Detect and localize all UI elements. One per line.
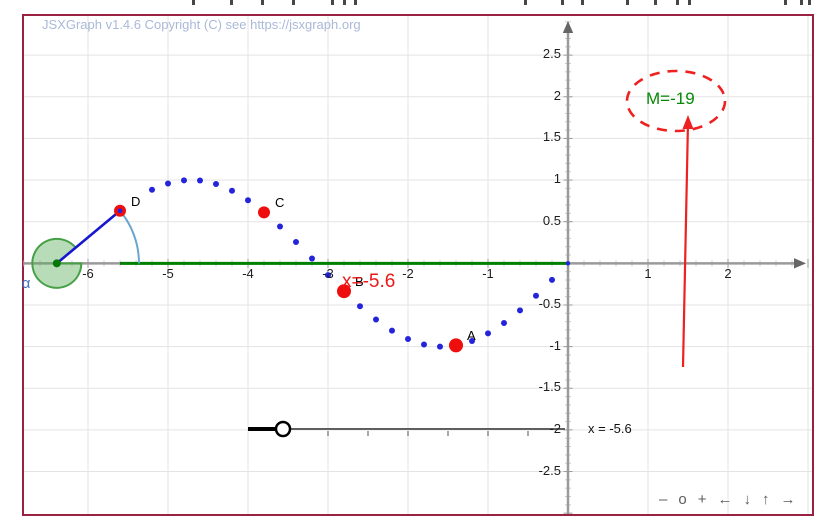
clipped-text-remnant bbox=[688, 0, 691, 5]
clipped-text-remnant bbox=[230, 0, 233, 5]
curve-dot bbox=[373, 316, 379, 323]
curve-dot bbox=[565, 261, 571, 266]
clipped-text-remnant bbox=[676, 0, 679, 5]
y-tick-label: -2 bbox=[549, 420, 561, 436]
y-tick-label: 1 bbox=[553, 171, 561, 187]
clipped-text-remnant bbox=[654, 0, 657, 5]
x-tick-label: 2 bbox=[724, 266, 732, 282]
blue-segment bbox=[55, 209, 121, 265]
zoom-in-button[interactable]: + bbox=[697, 491, 707, 508]
curve-dot bbox=[165, 180, 171, 187]
clipped-text-remnant bbox=[192, 0, 195, 5]
navigation-bar: – o + ← ↓ ↑ → bbox=[654, 491, 801, 508]
clipped-text-remnant bbox=[343, 0, 346, 5]
clipped-text-remnant bbox=[354, 0, 357, 5]
curve-dot bbox=[213, 181, 219, 188]
clipped-text-remnant bbox=[581, 0, 584, 5]
m-value-label: M=-19 bbox=[646, 89, 695, 108]
point-label-C: C bbox=[275, 195, 285, 211]
point-label-D: D bbox=[131, 193, 141, 209]
jsxgraph-copyright: JSXGraph v1.4.6 Copyright (C) see https:… bbox=[42, 17, 361, 32]
zoom-out-button[interactable]: – bbox=[659, 491, 668, 508]
zoom-reset-button[interactable]: o bbox=[678, 491, 687, 508]
clipped-text-remnant bbox=[331, 0, 334, 5]
slider-handle[interactable] bbox=[274, 420, 292, 438]
y-tick-label: 1.5 bbox=[542, 129, 561, 145]
y-axis-arrow-icon bbox=[562, 21, 574, 33]
point-C[interactable] bbox=[258, 206, 270, 219]
curve-dot bbox=[549, 276, 555, 283]
x-tick-label: -3 bbox=[322, 266, 334, 282]
annotation-arrow bbox=[681, 121, 690, 368]
clipped-text-remnant bbox=[626, 0, 629, 5]
y-tick-label: -1.5 bbox=[538, 379, 561, 395]
curve-dot bbox=[517, 307, 523, 314]
jsxgraph-board bbox=[22, 14, 814, 516]
x-axis-arrow-icon bbox=[794, 258, 806, 269]
x-tick-label: -6 bbox=[82, 266, 94, 282]
curve-dot bbox=[501, 320, 507, 327]
y-tick-label: -1 bbox=[549, 337, 561, 353]
curve-dot bbox=[405, 336, 411, 343]
pan-left-button[interactable]: ← bbox=[717, 491, 733, 508]
point-D-inner-dot bbox=[117, 208, 123, 214]
curve-dot bbox=[533, 292, 539, 299]
curve-dot bbox=[229, 187, 235, 194]
x-value-annotation: x=-5.6 bbox=[342, 271, 396, 292]
pan-down-button[interactable]: ↓ bbox=[743, 491, 752, 508]
x-tick-label: -2 bbox=[402, 266, 414, 282]
pan-right-button[interactable]: → bbox=[780, 491, 796, 508]
curve-dot bbox=[357, 303, 363, 310]
curve-dot bbox=[437, 343, 443, 350]
y-tick-label: -0.5 bbox=[538, 295, 561, 311]
point-label-B: B bbox=[355, 274, 364, 290]
clipped-text-remnant bbox=[524, 0, 527, 5]
curve-dot bbox=[181, 177, 187, 184]
annotation-arrowhead-icon bbox=[682, 115, 694, 129]
curve-dot bbox=[389, 327, 395, 334]
curve-dot bbox=[293, 239, 299, 246]
curve-dot bbox=[485, 330, 491, 337]
curve-dot bbox=[325, 272, 331, 279]
clipped-text-remnant bbox=[800, 0, 803, 5]
y-tick-label: -2.5 bbox=[538, 462, 561, 478]
y-tick-label: 0.5 bbox=[542, 212, 561, 228]
point-A[interactable] bbox=[449, 338, 463, 353]
curve-dot bbox=[197, 177, 203, 184]
curve-dot bbox=[421, 341, 427, 348]
x-tick-label: -5 bbox=[162, 266, 174, 282]
angle-arc bbox=[119, 210, 140, 264]
pan-up-button[interactable]: ↑ bbox=[762, 491, 770, 508]
clipped-text-remnant bbox=[561, 0, 564, 5]
point-label-A: A bbox=[467, 328, 476, 344]
y-tick-label: 2 bbox=[553, 87, 561, 103]
curve-dot bbox=[149, 186, 155, 193]
curve-dot bbox=[469, 337, 475, 344]
angle-alpha-label: α bbox=[21, 275, 31, 293]
annotation-dashed-ellipse bbox=[625, 69, 727, 133]
clipped-text-remnant bbox=[292, 0, 295, 5]
slider-value-label: x = -5.6 bbox=[588, 421, 632, 436]
x-tick-label: -1 bbox=[482, 266, 494, 282]
clipped-text-remnant bbox=[261, 0, 264, 5]
clipped-text-remnant bbox=[784, 0, 787, 5]
curve-dot bbox=[245, 197, 251, 204]
angle-center-point[interactable] bbox=[52, 259, 61, 268]
x-tick-label: -4 bbox=[242, 266, 254, 282]
curve-dot bbox=[309, 255, 315, 262]
curve-dot bbox=[277, 223, 283, 230]
x-tick-label: 1 bbox=[644, 266, 652, 282]
y-tick-label: 2.5 bbox=[542, 46, 561, 62]
point-B[interactable] bbox=[337, 284, 351, 299]
clipped-text-remnant bbox=[808, 0, 811, 5]
